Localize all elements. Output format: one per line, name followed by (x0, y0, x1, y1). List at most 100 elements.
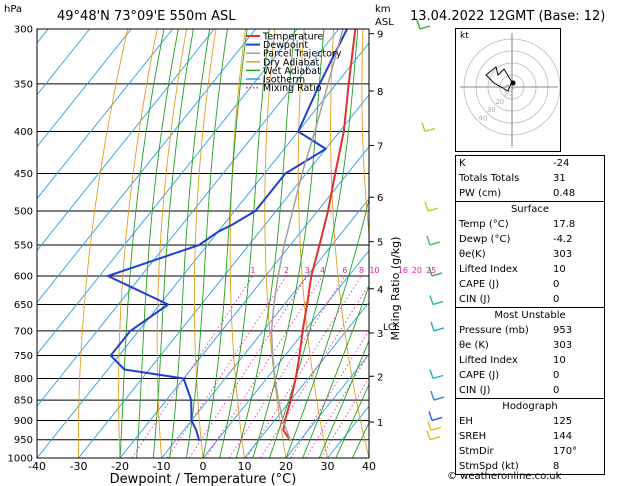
mixing-ratio-label: 4 (320, 266, 325, 275)
x-axis-label: Dewpoint / Temperature (°C) (110, 472, 297, 486)
legend-item: Dry Adiabat (263, 57, 320, 68)
km-tick-label: 9 (377, 30, 383, 41)
indices-table: K -24 Totals Totals 31 PW (cm) 0.48 Surface… (455, 155, 605, 475)
wind-barb (429, 436, 441, 441)
surface-row: CIN (J) 0 (459, 294, 560, 305)
km-tick-label: 8 (377, 87, 383, 98)
hodograph-ring-label: 40 (478, 115, 487, 123)
mixing-ratio-line (320, 377, 369, 458)
pressure-tick-label: 850 (14, 396, 33, 407)
pressure-tick-label: 400 (14, 127, 33, 138)
hodo-row: StmSpd (kt) 8 (459, 461, 560, 472)
wind-barb-flag (416, 19, 421, 30)
index-row-k: K -24 (459, 158, 570, 169)
wet-adiabat-line (219, 29, 270, 458)
surface-row: Dewp (°C) -4.2 (459, 234, 573, 245)
surface-row: Temp (°C) 17.8 (459, 219, 576, 230)
location-title: 49°48'N 73°09'E 550m ASL (57, 9, 236, 24)
wet-adiabat-line (318, 339, 369, 458)
wind-barb (431, 416, 443, 422)
wet-adiabat-line (285, 197, 369, 458)
index-row-tt: Totals Totals 31 (459, 173, 566, 184)
pressure-tick-label: 450 (14, 169, 33, 180)
hodo-row: SREH 144 (459, 431, 573, 442)
wind-barb-flag (428, 411, 433, 421)
wind-barb (432, 300, 444, 306)
legend-item: Temperature (262, 32, 323, 43)
wind-barb-flag (430, 321, 435, 332)
series-temperature (282, 29, 357, 442)
wind-barb-flag (428, 266, 433, 277)
wind-barb (433, 396, 445, 401)
series-dewpoint (106, 29, 348, 442)
pressure-tick-label: 550 (14, 240, 33, 251)
mixing-ratio-line (305, 353, 369, 458)
plot-frame (36, 28, 370, 459)
dry-adiabat-line (193, 29, 217, 458)
legend-item: Dewpoint (263, 40, 308, 51)
hodo-row: StmDir 170° (459, 446, 578, 457)
wind-barb-flag (426, 235, 431, 246)
wind-barb-flag (430, 390, 435, 401)
isotherm-line (37, 29, 257, 304)
pressure-tick-label: 800 (14, 374, 33, 385)
series-parcel-trajectory (270, 29, 344, 442)
temperature-tick-label: 10 (238, 460, 252, 473)
index-row-pw: PW (cm) 0.48 (459, 188, 576, 199)
pressure-tick-label: 600 (14, 271, 33, 282)
dry-adiabat-line (229, 29, 246, 458)
surface-row: θe(K) 303 (459, 249, 573, 260)
hpa-label: hPa (4, 4, 23, 15)
mu-row: θe (K) 303 (459, 340, 573, 351)
mixing-ratio-line (131, 275, 254, 458)
isotherm-line (37, 29, 174, 200)
temperature-tick-label: 20 (279, 460, 293, 473)
mu-row: Lifted Index 10 (459, 355, 566, 366)
hodograph-trace-low (501, 84, 515, 90)
surface-row: CAPE (J) 0 (459, 279, 560, 290)
wind-barb-flag (424, 201, 429, 212)
pressure-tick-label: 500 (14, 207, 33, 218)
asl-label: ASL (375, 17, 394, 28)
pressure-tick-label: 950 (14, 435, 33, 446)
wet-adiabat-line (302, 284, 369, 458)
mu-row: CAPE (J) 0 (459, 370, 560, 381)
temperature-tick-label: -20 (111, 460, 129, 473)
mixing-ratio-line (205, 275, 323, 458)
mixing-ratio-line (290, 329, 369, 458)
mixing-ratio-label: 25 (426, 266, 436, 275)
copyright-footer: © weatheronline.co.uk (447, 471, 562, 482)
temperature-tick-label: 40 (362, 460, 376, 473)
lcl-label: LCL (383, 323, 399, 333)
mixing-ratio-label: 20 (412, 266, 422, 275)
wind-barb (431, 272, 443, 277)
legend-item: Mixing Ratio (263, 83, 322, 94)
pressure-tick-label: 900 (14, 416, 33, 427)
mixing-ratio-line (167, 275, 287, 458)
isotherm-line (78, 94, 369, 458)
isotherm-line (202, 249, 369, 458)
pressure-tick-label: 650 (14, 300, 33, 311)
temperature-tick-label: -30 (70, 460, 88, 473)
wet-adiabat-line (235, 29, 296, 458)
km-tick-label: 7 (377, 141, 383, 152)
mu-row: Pressure (mb) 953 (459, 325, 573, 336)
km-label: km (375, 4, 391, 15)
surface-title: Surface (510, 204, 550, 215)
surface-section: Surface Temp (°C) 17.8 Dewp (°C) -4.2 θe(K… (456, 201, 604, 307)
wet-adiabat-line (169, 29, 211, 458)
wind-barb-flag (427, 420, 432, 431)
isotherm-line (37, 29, 132, 148)
wet-adiabat-line (268, 29, 359, 458)
pressure-tick-label: 700 (14, 326, 33, 337)
pressure-tick-label: 750 (14, 351, 33, 362)
km-tick-label: 6 (377, 193, 383, 204)
mixing-ratio-label: 8 (359, 266, 364, 275)
wind-barb-flag (426, 430, 431, 440)
hodograph-ring-label: 30 (487, 106, 496, 114)
pressure-tick-label: 300 (14, 25, 33, 36)
wind-barb (419, 25, 431, 30)
wet-adiabat-line (252, 29, 325, 458)
km-tick-label: 5 (377, 238, 383, 249)
